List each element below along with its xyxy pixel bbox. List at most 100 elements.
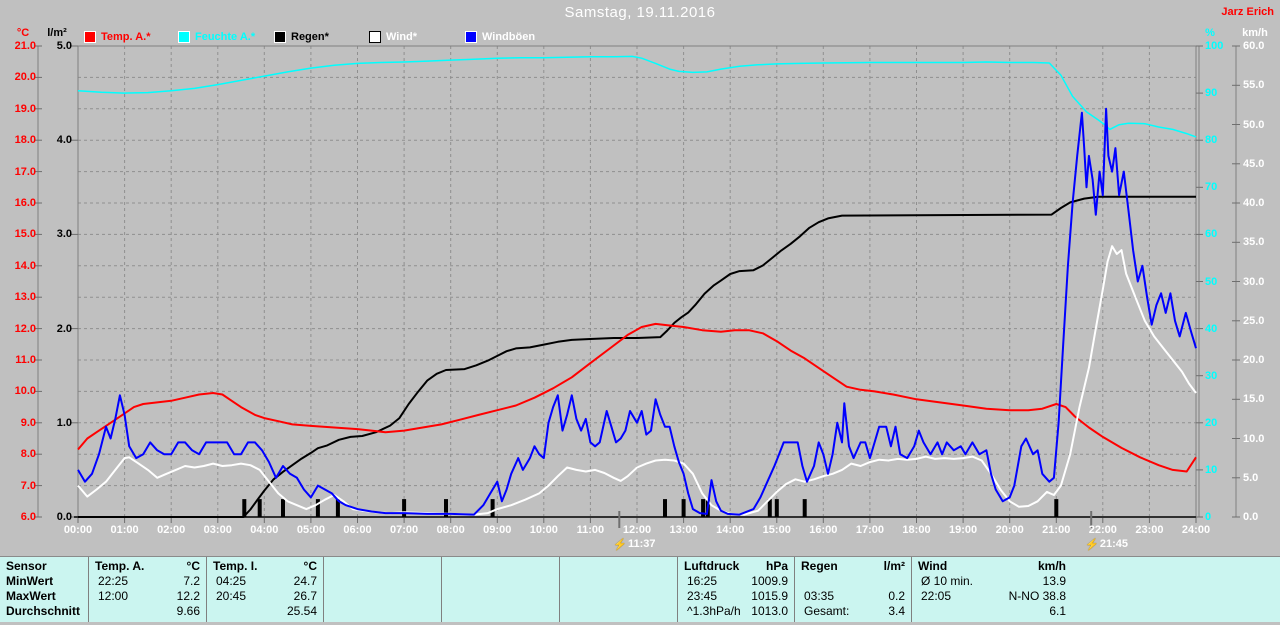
row-label: MaxWert [6,589,56,603]
stat-value: 1013.0 [751,604,788,618]
time-tick-label: 14:00 [716,524,745,536]
stat-value: 1015.9 [751,589,788,603]
stat-value: 1009.9 [751,574,788,588]
stat-value: 0.2 [888,589,905,603]
time-tick-label: 09:00 [483,524,512,536]
temp-tick-label: 8.0 [20,448,36,461]
series-gusts [77,107,1197,516]
event-marker-time: 21:45 [1099,538,1129,550]
lightning-icon: ⚡ [1085,538,1099,551]
time-tick-label: 02:00 [157,524,186,536]
wind-tick-label: 55.0 [1243,79,1265,92]
row-label: MinWert [6,574,54,588]
time-tick-label: 04:00 [250,524,279,536]
time-tick-label: 17:00 [855,524,884,536]
humidity-tick-label: 70 [1205,181,1218,194]
author-label: Jarz Erich [1221,6,1274,18]
wind-tick-label: 0.0 [1243,511,1259,523]
stat-time: Gesamt: [804,604,850,618]
stat-value: 6.1 [1049,604,1066,618]
stat-value: 13.9 [1042,574,1066,588]
time-tick-label: 15:00 [762,524,791,536]
page-title: Samstag, 19.11.2016 [564,4,716,21]
humidity-tick-label: 40 [1205,322,1218,335]
rain-tick-label: 5.0 [56,40,72,52]
wind-axis-unit: km/h [1242,27,1268,39]
temp-tick-label: 13.0 [14,291,36,304]
wind-tick-label: 25.0 [1243,314,1265,327]
series-wind [77,245,1197,516]
rain-tick-label: 1.0 [56,416,72,429]
stat-value: 3.4 [888,604,905,618]
stat-time: 22:25 [98,574,129,588]
legend-swatch-icon [178,30,190,43]
lightning-icon: ⚡ [613,538,627,551]
humidity-tick-label: 30 [1205,369,1218,382]
wind-tick-label: 45.0 [1243,157,1265,170]
stat-time: 12:00 [98,589,129,603]
legend-label: Temp. A.* [101,30,151,43]
section-unit: km/h [1037,559,1066,573]
section-header: Luftdruck [684,559,740,573]
time-tick-label: 22:00 [1088,524,1117,536]
stat-value: 25.54 [286,604,317,618]
table-separator [88,557,89,622]
temp-tick-label: 9.0 [20,416,36,429]
section-unit: °C [186,559,200,573]
time-tick-label: 13:00 [669,524,698,536]
time-tick-label: 08:00 [436,524,465,536]
wind-tick-label: 10.0 [1243,432,1265,445]
time-tick-label: 18:00 [902,524,931,536]
humidity-tick-label: 80 [1205,134,1218,147]
time-tick-label: 03:00 [203,524,232,536]
stat-value: 26.7 [293,589,317,603]
temp-tick-label: 12.0 [14,322,36,335]
time-tick-label: 11:00 [576,524,605,536]
series-rain [78,195,1196,518]
time-tick-label: 00:00 [63,524,93,536]
time-tick-label: 07:00 [390,524,419,536]
stat-time: 20:45 [216,589,247,603]
legend-swatch-icon [274,30,286,43]
time-tick-label: 23:00 [1135,524,1164,536]
event-marker-time: 11:37 [628,538,656,550]
event-marker: ⚡ 11:37 [613,537,655,551]
weather-chart [34,45,1240,528]
table-separator [206,557,207,622]
humidity-tick-label: 20 [1205,416,1218,429]
legend-item-rain: Regen* [274,30,329,43]
table-separator [323,557,324,622]
humidity-tick-label: 100 [1205,40,1224,52]
rain-tick-label: 0.0 [56,511,72,523]
humidity-tick-label: 90 [1205,87,1218,100]
humidity-tick-label: 0 [1205,511,1212,523]
stats-table [0,556,1280,622]
section-header: Regen [801,559,838,573]
humidity-tick-label: 10 [1205,463,1218,476]
legend-swatch-icon [84,30,96,43]
temp-tick-label: 20.0 [14,71,36,84]
temp-tick-label: 15.0 [14,228,36,241]
temp-tick-label: 10.0 [14,385,36,398]
table-separator [441,557,442,622]
row-label: Durchschnitt [6,604,81,618]
legend-item-gusts: Windböen [465,30,535,43]
wind-tick-label: 60.0 [1243,40,1265,52]
temp-tick-label: 7.0 [20,479,36,492]
legend-swatch-icon [369,30,381,43]
temp-tick-label: 6.0 [20,511,36,523]
legend-label: Feuchte A.* [195,30,256,43]
stat-value: 7.2 [183,574,200,588]
row-label: Sensor [6,559,47,573]
table-separator [677,557,678,622]
time-tick-label: 16:00 [809,524,838,536]
temp-tick-label: 17.0 [14,165,36,178]
wind-tick-label: 35.0 [1243,236,1265,249]
stat-time: Ø 10 min. [921,574,974,588]
section-unit: l/m² [883,559,905,573]
legend-label: Regen* [291,30,329,43]
stat-time: 23:45 [687,589,718,603]
legend-label: Wind* [386,30,418,43]
table-separator [559,557,560,622]
